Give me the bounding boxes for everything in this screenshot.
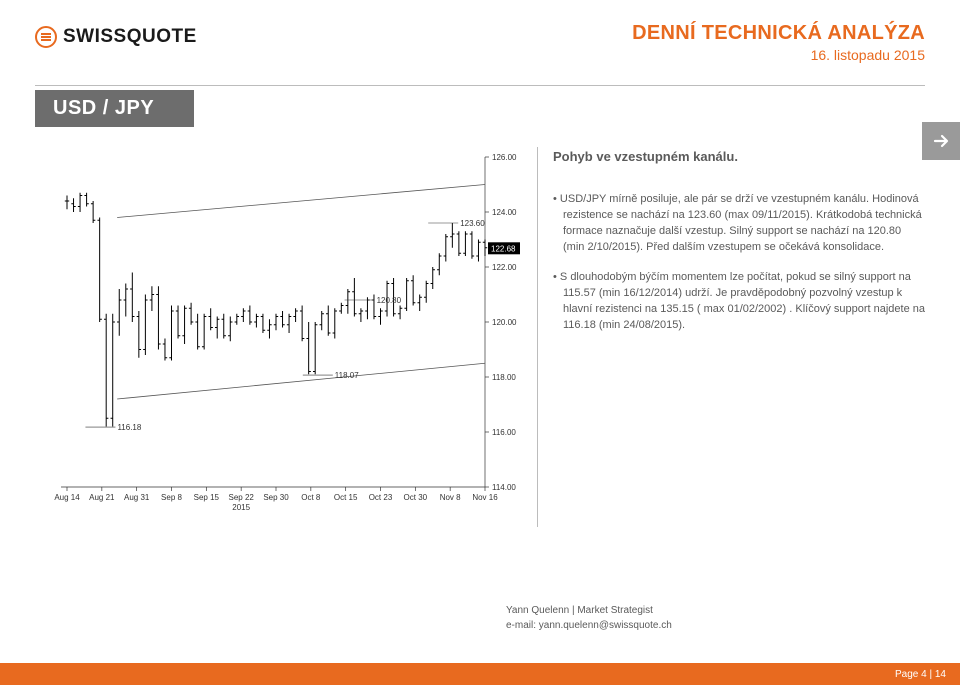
author-name: Yann Quelenn | Market Strategist [506,603,672,618]
svg-text:116.18: 116.18 [117,423,141,432]
svg-text:118.00: 118.00 [492,373,516,382]
page-number: Page 4 | 14 [895,669,946,680]
svg-text:Oct 23: Oct 23 [369,493,393,502]
author-email: e-mail: yann.quelenn@swissquote.ch [506,618,672,633]
svg-text:Oct 15: Oct 15 [334,493,358,502]
svg-text:Aug 14: Aug 14 [54,493,80,502]
analysis-title: Pohyb ve vzestupném kanálu. [553,149,925,164]
svg-text:114.00: 114.00 [492,483,516,492]
divider [35,85,925,86]
currency-pair-bar: USD / JPY [35,90,194,127]
report-title-block: DENNÍ TECHNICKÁ ANALÝZA 16. listopadu 20… [632,22,925,63]
svg-text:Sep 8: Sep 8 [161,493,182,502]
svg-text:Aug 31: Aug 31 [124,493,150,502]
svg-text:Sep 15: Sep 15 [194,493,220,502]
svg-text:122.68: 122.68 [491,244,516,253]
next-arrow-button[interactable] [922,122,960,160]
author-footer: Yann Quelenn | Market Strategist e-mail:… [506,603,672,633]
svg-text:Aug 21: Aug 21 [89,493,115,502]
price-chart: 126.00 124.00 122.00 120.00 118.00 116.00 114.… [35,147,525,522]
svg-text:Nov 16: Nov 16 [472,493,498,502]
header: SWISSQUOTE DENNÍ TECHNICKÁ ANALÝZA 16. l… [35,22,925,63]
svg-text:116.00: 116.00 [492,428,516,437]
svg-text:124.00: 124.00 [492,208,517,217]
svg-text:Oct 30: Oct 30 [404,493,428,502]
swissquote-logo-icon [35,26,57,48]
svg-text:Sep 22: Sep 22 [228,493,254,502]
page-number-strip: Page 4 | 14 [0,663,960,685]
svg-text:Oct 8: Oct 8 [301,493,321,502]
svg-text:120.80: 120.80 [377,296,402,305]
svg-text:122.00: 122.00 [492,263,517,272]
logo: SWISSQUOTE [35,22,197,48]
svg-text:2015: 2015 [232,503,250,512]
svg-text:126.00: 126.00 [492,153,517,162]
svg-text:Sep 30: Sep 30 [263,493,289,502]
brand-name: SWISSQUOTE [63,26,197,48]
report-title: DENNÍ TECHNICKÁ ANALÝZA [632,22,925,45]
analysis-bullet: USD/JPY mírně posiluje, ale pár se drží … [553,192,925,256]
svg-text:123.60: 123.60 [460,219,485,228]
arrow-right-icon [931,131,951,151]
svg-text:120.00: 120.00 [492,318,517,327]
analysis-text: Pohyb ve vzestupném kanálu. USD/JPY mírn… [537,147,925,527]
chart-container: 126.00 124.00 122.00 120.00 118.00 116.00 114.… [35,147,525,527]
svg-text:Nov 8: Nov 8 [440,493,461,502]
svg-text:118.07: 118.07 [335,371,359,380]
analysis-bullet: S dlouhodobým býčím momentem lze počítat… [553,270,925,334]
report-date: 16. listopadu 2015 [632,47,925,63]
